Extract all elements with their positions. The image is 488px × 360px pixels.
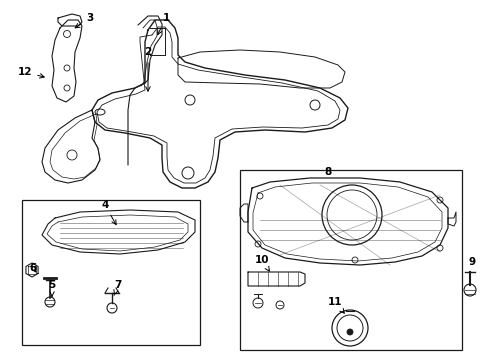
Text: 11: 11 [327,297,344,313]
Text: 10: 10 [254,255,269,271]
Text: 2: 2 [144,47,151,91]
Circle shape [346,329,352,335]
Bar [240,170,461,350]
Text: 6: 6 [29,263,37,273]
Text: 8: 8 [324,167,331,177]
Text: 9: 9 [468,257,475,267]
Text: 5: 5 [48,280,56,296]
Text: 12: 12 [18,67,44,78]
Text: 3: 3 [75,13,93,28]
Bar [22,200,200,345]
Text: 1: 1 [158,13,169,35]
Text: 7: 7 [114,280,122,295]
Text: 4: 4 [101,200,116,225]
